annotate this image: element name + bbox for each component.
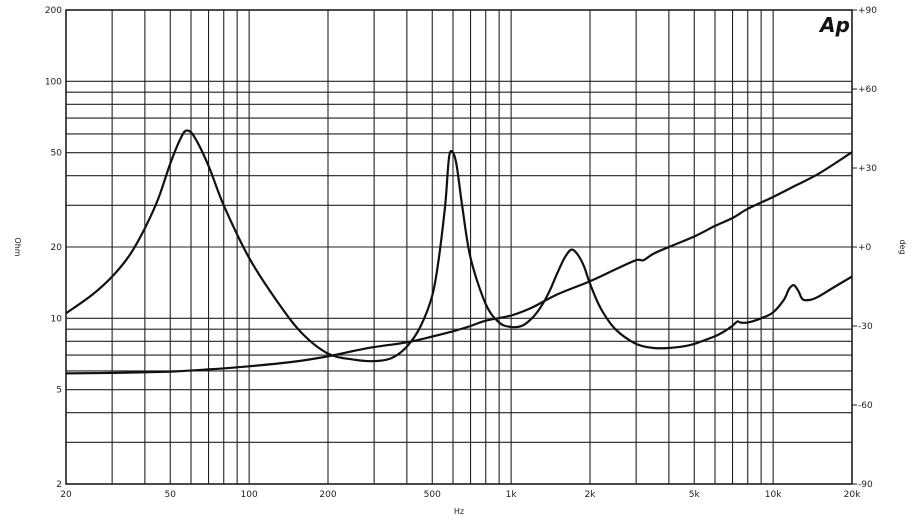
y-left-tick-label: 5: [56, 386, 62, 396]
x-tick-label: 1k: [506, 490, 518, 500]
phase-curve: [65, 151, 853, 375]
x-tick-label: 500: [424, 490, 441, 500]
x-tick-label: 10k: [765, 490, 782, 500]
y-right-tick-labels: +90 +60 +30 +0 -30 -60 -90: [852, 6, 877, 490]
y-left-tick-label: 20: [51, 243, 63, 253]
y-right-tick-label: +90: [858, 6, 877, 16]
series-lines: [65, 129, 853, 375]
x-axis-label: Hz: [454, 507, 464, 516]
x-tick-label: 20k: [844, 490, 861, 500]
grid-lines: [66, 10, 852, 484]
x-tick-label: 100: [241, 490, 258, 500]
x-tick-label: 20: [60, 490, 72, 500]
y-right-axis-label: deg: [898, 239, 907, 254]
y-right-tick-label: +0: [858, 243, 872, 253]
y-left-axis-label: Ohm: [13, 237, 22, 256]
impedance-curve: [65, 129, 853, 363]
x-tick-label: 2k: [585, 490, 597, 500]
y-left-tick-label: 100: [45, 77, 62, 87]
y-right-tick-label: +60: [858, 85, 877, 95]
x-tick-label: 200: [319, 490, 336, 500]
y-right-tick-label: -60: [858, 401, 873, 411]
y-right-tick-label: +30: [858, 164, 877, 174]
y-left-tick-label: 200: [45, 6, 62, 16]
y-left-tick-label: 10: [51, 314, 63, 324]
y-right-tick-label: -30: [858, 322, 873, 332]
y-right-tick-label: -90: [858, 480, 873, 490]
x-tick-label: 5k: [689, 490, 701, 500]
y-left-tick-label: 50: [51, 149, 63, 159]
y-left-tick-labels: 2 5 10 20 50 100 200: [45, 6, 62, 490]
x-tick-label: 50: [165, 490, 177, 500]
x-tick-labels: 20 50 100 200 500 1k 2k 5k 10k 20k: [60, 490, 861, 500]
y-left-tick-label: 2: [56, 480, 62, 490]
ap-logo: Ap: [818, 13, 850, 37]
